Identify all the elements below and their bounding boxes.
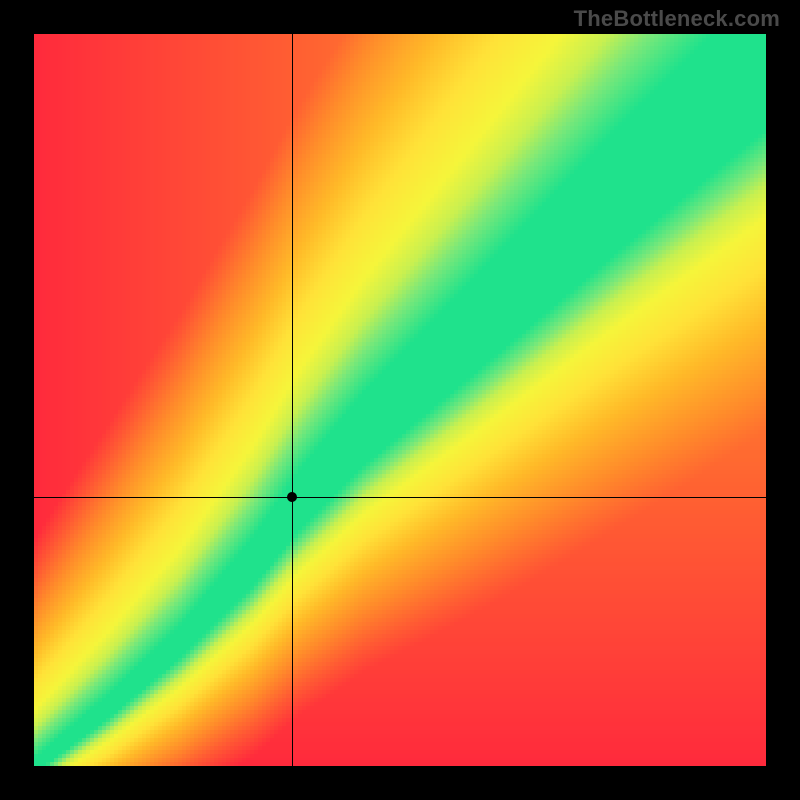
crosshair-horizontal (34, 497, 766, 498)
heatmap-plot (34, 34, 766, 766)
watermark-text: TheBottleneck.com (574, 6, 780, 32)
crosshair-vertical (292, 34, 293, 766)
heatmap-canvas (34, 34, 766, 766)
crosshair-marker (287, 492, 297, 502)
